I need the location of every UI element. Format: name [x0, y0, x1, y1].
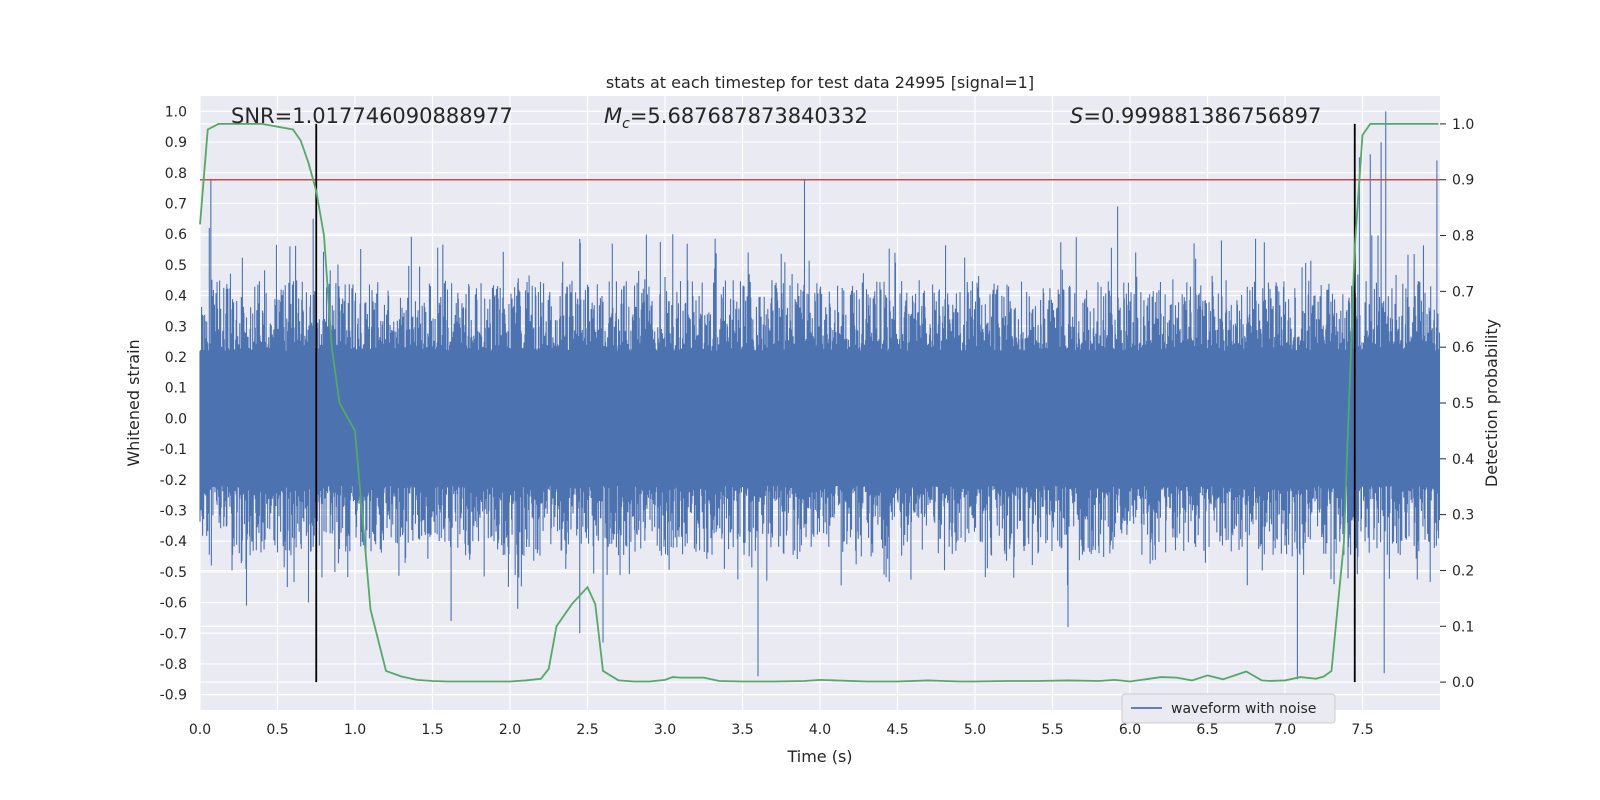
- y-tick-label: 0.6: [165, 227, 187, 243]
- y-tick-label: -0.1: [160, 442, 187, 458]
- y-tick-label: 0.8: [165, 166, 187, 182]
- y-tick-label: -0.7: [160, 626, 187, 642]
- ticks: 0.0 0.5 1.0 1.5 2.0 2.5 3.0 3.5 4.0 4.5 5.0 5.5 6.0 6…: [160, 104, 1475, 738]
- y-tick-label: -0.5: [160, 565, 187, 581]
- y-tick-label: -0.6: [160, 596, 187, 612]
- y-tick-label: 0.3: [165, 319, 187, 335]
- y2-tick-label: 0.6: [1452, 340, 1474, 356]
- y-tick-label: 0.1: [165, 381, 187, 397]
- x-tick-label: 1.5: [421, 722, 443, 738]
- waveform-series: [199, 111, 1441, 680]
- y2-axis-label: Detection probability: [1482, 319, 1501, 487]
- x-tick-label: 2.0: [499, 722, 521, 738]
- y-tick-label: 1.0: [165, 104, 187, 120]
- x-tick-label: 0.5: [266, 722, 288, 738]
- x-tick-label: 7.5: [1351, 722, 1373, 738]
- x-tick-label: 5.5: [1041, 722, 1063, 738]
- y2-tick-label: 0.9: [1452, 173, 1474, 189]
- y2-tick-label: 0.0: [1452, 675, 1474, 691]
- annotation-lines: [200, 123, 1440, 683]
- x-axis-label: Time (s): [786, 747, 852, 766]
- y-tick-label: 0.7: [165, 196, 187, 212]
- s-symbol: S: [1070, 104, 1083, 128]
- y-tick-label: -0.9: [160, 688, 187, 704]
- x-tick-label: 3.5: [731, 722, 753, 738]
- mc-annotation: Mc=5.687687873840332: [604, 104, 868, 132]
- mc-symbol: M: [604, 104, 622, 128]
- x-tick-label: 1.0: [344, 722, 366, 738]
- y2-tick-label: 0.1: [1452, 619, 1474, 635]
- x-tick-label: 0.0: [189, 722, 211, 738]
- y-tick-label: 0.9: [165, 135, 187, 151]
- s-annotation: S=0.999881386756897: [1070, 104, 1321, 128]
- legend-entry: waveform with noise: [1171, 701, 1316, 717]
- probability-series: [199, 123, 1439, 683]
- y2-tick-label: 0.5: [1452, 396, 1474, 412]
- x-tick-label: 6.5: [1196, 722, 1218, 738]
- x-tick-label: 6.0: [1119, 722, 1141, 738]
- y2-tick-label: 0.4: [1452, 452, 1474, 468]
- legend-box: [1121, 693, 1336, 724]
- x-tick-label: 2.5: [576, 722, 598, 738]
- y-tick-label: -0.3: [160, 503, 187, 519]
- mc-subscript: c: [622, 116, 630, 132]
- y2-tick-label: 0.8: [1452, 229, 1474, 245]
- y-tick-label: 0.0: [165, 411, 187, 427]
- x-tick-label: 7.0: [1274, 722, 1296, 738]
- snr-annotation: SNR=1.017746090888977: [231, 104, 513, 128]
- y-tick-label: 0.4: [165, 289, 187, 305]
- y2-tick-label: 1.0: [1452, 117, 1474, 133]
- chart-title: stats at each timestep for test data 249…: [606, 73, 1034, 92]
- x-tick-label: 5.0: [964, 722, 986, 738]
- y-axis-label: Whitened strain: [124, 339, 143, 466]
- waveform-trace: [199, 111, 1441, 680]
- probability-line: [199, 123, 1439, 683]
- y-tick-label: 0.5: [165, 258, 187, 274]
- y-tick-label: -0.8: [160, 657, 187, 673]
- x-tick-label: 4.5: [886, 722, 908, 738]
- y-tick-label: 0.2: [165, 350, 187, 366]
- y2-tick-label: 0.2: [1452, 563, 1474, 579]
- legend: waveform with noise: [1121, 693, 1336, 724]
- y-tick-label: -0.4: [160, 534, 187, 550]
- mc-value: =5.687687873840332: [630, 104, 868, 128]
- y2-tick-label: 0.3: [1452, 508, 1474, 524]
- s-value: =0.999881386756897: [1083, 104, 1321, 128]
- x-tick-label: 3.0: [654, 722, 676, 738]
- y2-tick-label: 0.7: [1452, 284, 1474, 300]
- y-tick-label: -0.2: [160, 473, 187, 489]
- x-tick-label: 4.0: [809, 722, 831, 738]
